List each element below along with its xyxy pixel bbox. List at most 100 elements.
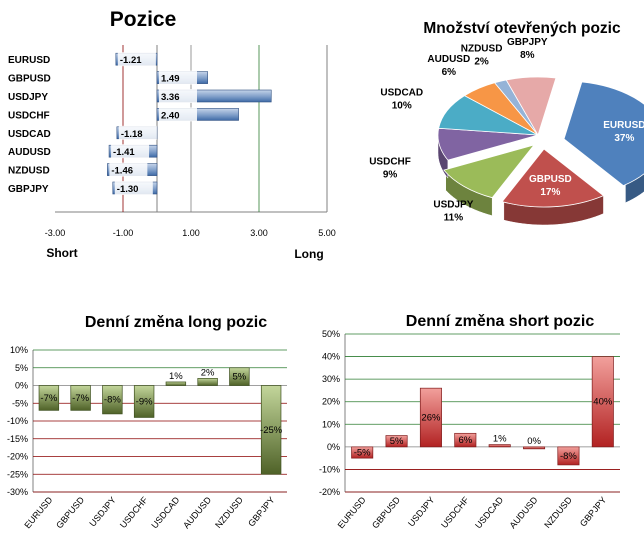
pie-slice-gbpjpy — [505, 76, 557, 136]
long-tick-10-: 10% — [10, 345, 28, 355]
short-bar-usdcad — [488, 444, 511, 448]
daily-short-title: Denní změna short pozic — [406, 313, 595, 330]
positions-label-bg-gbpjpy — [114, 181, 153, 195]
positions-category-usdcad: USDCAD — [8, 129, 51, 140]
positions-label-bg-eurusd — [117, 52, 156, 67]
long-bar-usdjpy — [102, 385, 123, 415]
short-bar-audusd — [523, 446, 546, 450]
long-value-usdcad: 1% — [169, 371, 183, 382]
short-bar-usdjpy — [419, 387, 442, 448]
short-category-usdchf: USDCHF — [439, 494, 471, 530]
short-value-eurusd: -5% — [354, 448, 371, 459]
long-bar-nzdusd — [229, 367, 250, 386]
positions-category-audusd: AUDUSD — [8, 147, 51, 158]
positions-value-usdcad: -1.18 — [121, 129, 143, 140]
short-category-audusd: AUDUSD — [507, 494, 539, 530]
pie-label-value-gbpjpy: 8% — [520, 50, 535, 61]
short-bar-nzdusd — [557, 446, 580, 466]
short-value-nzdusd: -8% — [560, 451, 577, 462]
pie-side-eurusd — [625, 173, 644, 204]
positions-tick-5-00: 5.00 — [318, 228, 336, 238]
positions-label-bg-usdcad — [118, 125, 157, 140]
positions-chart: Pozice Short Long -3.00 -1.00 1.00 3.00 5.00… — [0, 0, 336, 280]
short-tick--20-: -20% — [319, 487, 340, 497]
long-bar-eurusd — [38, 385, 60, 411]
long-tick--30-: -30% — [7, 487, 28, 497]
short-category-usdcad: USDCAD — [473, 494, 505, 530]
positions-category-gbpjpy: GBPJPY — [8, 184, 49, 195]
daily-short-chart-svg: Denní změna short pozic 50% 40% 30% 20% 10% 0… — [319, 313, 620, 530]
positions-value-gbpjpy: -1.30 — [117, 184, 139, 195]
positions-chart-svg: Pozice Short Long -3.00 -1.00 1.00 3.00 5.00… — [8, 8, 336, 261]
pie-label-value-nzdusd: 2% — [474, 56, 489, 67]
short-value-audusd: 0% — [527, 436, 541, 447]
positions-label-bg-nzdusd — [109, 162, 148, 177]
pie-label-value-audusd: 6% — [442, 67, 457, 78]
positions-value-eurusd: -1.21 — [120, 55, 142, 66]
pie-label-value-usdjpy: 11% — [444, 213, 464, 224]
positions-category-eurusd: EURUSD — [8, 55, 50, 66]
short-bar-gbpjpy — [591, 356, 614, 448]
long-value-audusd: 2% — [201, 367, 215, 378]
pie-label-name-usdcad: USDCAD — [380, 88, 423, 99]
short-label: Short — [46, 246, 77, 260]
short-category-eurusd: EURUSD — [336, 494, 368, 530]
short-bar-gbpusd — [385, 435, 408, 448]
pie-slice-eurusd — [563, 81, 644, 187]
pie-label-name-gbpusd: GBPUSD — [529, 174, 572, 185]
long-category-usdchf: USDCHF — [118, 494, 150, 530]
short-bar-eurusd — [351, 446, 374, 459]
long-value-gbpusd: -7% — [72, 393, 89, 404]
long-category-nzdusd: NZDUSD — [213, 494, 245, 530]
daily-long-chart: Denní změna long pozic 10% 5% 0% -5% -10% -15… — [0, 296, 300, 554]
positions-value-gbpusd: 1.49 — [161, 74, 180, 85]
long-tick--10-: -10% — [7, 416, 28, 426]
long-tick--25-: -25% — [7, 469, 28, 479]
long-category-usdjpy: USDJPY — [87, 495, 117, 529]
positions-tick-1-00: 1.00 — [182, 228, 200, 238]
open-positions-chart: Množství otevřených pozic EURUSD 37% GBPUS… — [330, 0, 644, 280]
long-tick--5-: -5% — [12, 398, 28, 408]
long-category-eurusd: EURUSD — [22, 494, 54, 530]
positions-label-bg-audusd — [111, 144, 150, 159]
long-value-usdchf: -9% — [136, 396, 153, 407]
pie-label-value-eurusd: 37% — [614, 133, 634, 144]
positions-label-bg-usdjpy — [159, 89, 197, 103]
positions-category-usdchf: USDCHF — [8, 110, 50, 121]
daily-short-chart: Denní změna short pozic 50% 40% 30% 20% 10% 0… — [300, 296, 644, 554]
positions-category-gbpusd: GBPUSD — [8, 74, 51, 85]
pie-label-name-usdjpy: USDJPY — [433, 200, 473, 211]
open-positions-chart-svg: Množství otevřených pozic EURUSD 37% GBPUS… — [369, 20, 644, 226]
short-category-usdjpy: USDJPY — [406, 495, 436, 529]
positions-label-bg-gbpusd — [159, 70, 197, 85]
daily-long-chart-svg: Denní změna long pozic 10% 5% 0% -5% -10% -15… — [7, 314, 287, 530]
long-bar-usdchf — [133, 385, 155, 418]
short-bar-usdchf — [454, 432, 477, 448]
long-category-gbpusd: GBPUSD — [54, 494, 86, 530]
short-value-gbpjpy: 40% — [593, 397, 613, 408]
positions-title: Pozice — [110, 8, 177, 31]
pie-label-value-gbpusd: 17% — [540, 187, 560, 198]
short-tick-20-: 20% — [322, 397, 340, 407]
positions-value-usdchf: 2.40 — [161, 110, 180, 121]
short-value-usdjpy: 26% — [421, 413, 441, 424]
long-value-usdjpy: -8% — [104, 395, 121, 406]
pie-slice-gbpusd — [501, 148, 605, 208]
positions-value-usdjpy: 3.36 — [161, 92, 180, 103]
short-value-usdcad: 1% — [493, 434, 507, 445]
short-tick-50-: 50% — [322, 329, 340, 339]
long-bar-usdcad — [165, 381, 187, 386]
long-bar-gbpjpy — [260, 385, 282, 475]
short-tick-0-: 0% — [327, 442, 340, 452]
pie-label-name-usdchf: USDCHF — [369, 156, 411, 167]
short-category-nzdusd: NZDUSD — [542, 494, 574, 530]
short-tick-30-: 30% — [322, 374, 340, 384]
pie-label-name-nzdusd: NZDUSD — [461, 43, 503, 54]
long-tick-5-: 5% — [15, 363, 28, 373]
long-tick--20-: -20% — [7, 452, 28, 462]
long-value-eurusd: -7% — [40, 393, 57, 404]
short-value-usdchf: 6% — [458, 435, 472, 446]
positions-label-bg-usdchf — [159, 107, 197, 122]
positions-value-audusd: -1.41 — [113, 147, 135, 158]
long-tick--15-: -15% — [7, 434, 28, 444]
